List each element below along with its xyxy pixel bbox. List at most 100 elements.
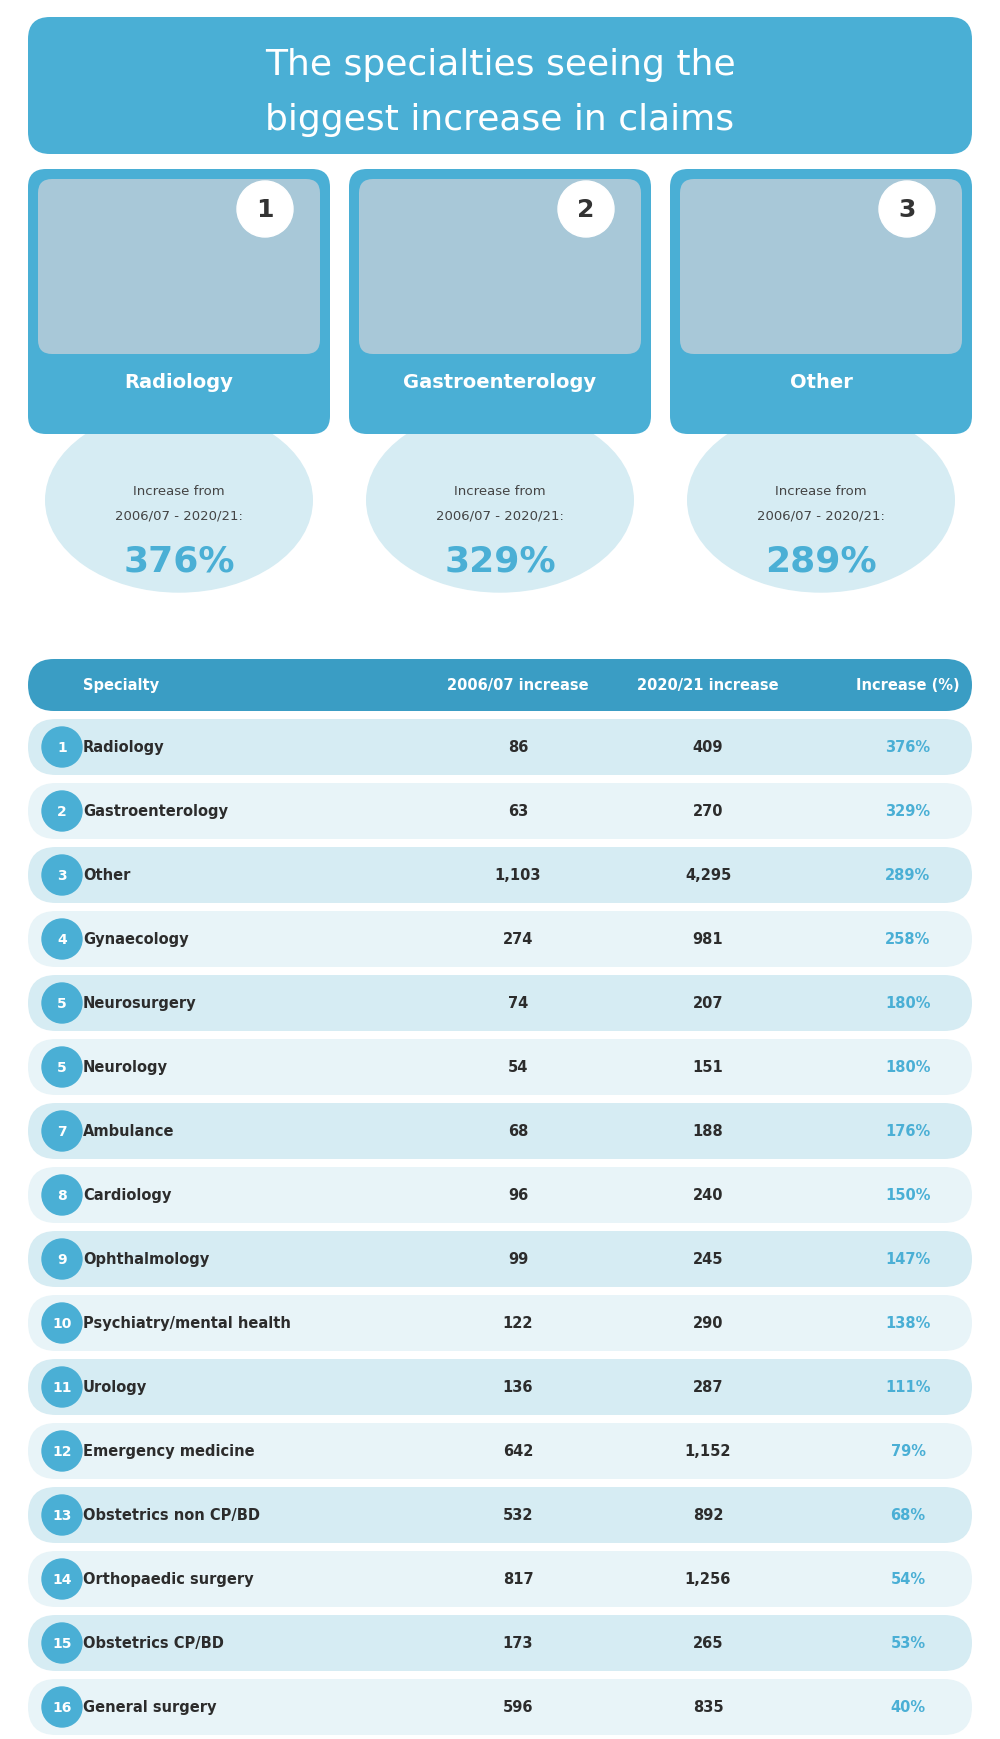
Text: 8: 8 — [57, 1188, 67, 1202]
Text: 54: 54 — [508, 1059, 528, 1075]
Text: 13: 13 — [52, 1508, 72, 1522]
Text: 1,256: 1,256 — [685, 1572, 731, 1586]
Text: 180%: 180% — [885, 1059, 931, 1075]
Text: Gastroenterology: Gastroenterology — [83, 803, 228, 819]
FancyBboxPatch shape — [28, 1360, 972, 1416]
Circle shape — [42, 1111, 82, 1151]
Text: Other: Other — [83, 868, 130, 883]
Text: Orthopaedic surgery: Orthopaedic surgery — [83, 1572, 254, 1586]
Text: 14: 14 — [52, 1572, 72, 1586]
Text: 5: 5 — [57, 1061, 67, 1075]
Text: 265: 265 — [693, 1636, 723, 1650]
Text: 5: 5 — [57, 996, 67, 1010]
Circle shape — [42, 1047, 82, 1087]
Text: 835: 835 — [693, 1699, 723, 1715]
Text: Psychiatry/mental health: Psychiatry/mental health — [83, 1316, 291, 1330]
Text: Gastroenterology: Gastroenterology — [403, 374, 597, 393]
Text: 289%: 289% — [885, 868, 931, 883]
Text: 981: 981 — [693, 932, 723, 948]
Text: 3: 3 — [57, 868, 67, 882]
Text: 136: 136 — [503, 1379, 533, 1395]
Text: 54%: 54% — [890, 1572, 926, 1586]
Text: Obstetrics CP/BD: Obstetrics CP/BD — [83, 1636, 224, 1650]
Ellipse shape — [366, 409, 634, 593]
Text: 892: 892 — [693, 1508, 723, 1523]
Text: biggest increase in claims: biggest increase in claims — [265, 103, 735, 137]
Text: 4: 4 — [57, 932, 67, 946]
FancyBboxPatch shape — [28, 976, 972, 1031]
FancyBboxPatch shape — [28, 1616, 972, 1671]
Circle shape — [42, 1367, 82, 1407]
Text: 79%: 79% — [891, 1443, 926, 1459]
Text: 289%: 289% — [765, 544, 877, 577]
Text: Increase from: Increase from — [454, 485, 546, 497]
Text: 532: 532 — [503, 1508, 533, 1523]
Text: Other: Other — [790, 374, 852, 393]
Circle shape — [42, 1240, 82, 1280]
Text: 180%: 180% — [885, 996, 931, 1010]
Ellipse shape — [45, 409, 313, 593]
FancyBboxPatch shape — [28, 784, 972, 840]
Text: 40%: 40% — [890, 1699, 926, 1715]
Text: Increase from: Increase from — [775, 485, 867, 497]
FancyBboxPatch shape — [349, 170, 651, 435]
Circle shape — [42, 1176, 82, 1216]
Text: Neurosurgery: Neurosurgery — [83, 996, 197, 1010]
FancyBboxPatch shape — [28, 1487, 972, 1542]
Text: 15: 15 — [52, 1636, 72, 1650]
FancyBboxPatch shape — [28, 1423, 972, 1480]
Text: 173: 173 — [503, 1636, 533, 1650]
Text: 12: 12 — [52, 1443, 72, 1459]
FancyBboxPatch shape — [28, 1551, 972, 1607]
Text: 287: 287 — [693, 1379, 723, 1395]
Ellipse shape — [687, 409, 955, 593]
Text: 240: 240 — [693, 1188, 723, 1203]
FancyBboxPatch shape — [28, 170, 330, 435]
Text: 596: 596 — [503, 1699, 533, 1715]
Text: Cardiology: Cardiology — [83, 1188, 171, 1203]
Text: 147%: 147% — [885, 1252, 931, 1266]
FancyBboxPatch shape — [38, 179, 320, 355]
Circle shape — [42, 920, 82, 960]
Text: 258%: 258% — [885, 932, 931, 948]
Text: 96: 96 — [508, 1188, 528, 1203]
Text: 1: 1 — [57, 741, 67, 755]
Text: 2: 2 — [57, 805, 67, 819]
Text: General surgery: General surgery — [83, 1699, 216, 1715]
FancyBboxPatch shape — [28, 1167, 972, 1223]
Text: 1,103: 1,103 — [495, 868, 541, 883]
Text: 11: 11 — [52, 1381, 72, 1395]
Text: 68%: 68% — [890, 1508, 926, 1523]
Circle shape — [42, 727, 82, 767]
Text: 642: 642 — [503, 1443, 533, 1459]
Circle shape — [879, 183, 935, 238]
Text: Increase from: Increase from — [133, 485, 225, 497]
Text: 63: 63 — [508, 803, 528, 819]
Text: Neurology: Neurology — [83, 1059, 168, 1075]
Text: 1: 1 — [256, 198, 274, 223]
Text: 111%: 111% — [885, 1379, 931, 1395]
Text: 2020/21 increase: 2020/21 increase — [637, 678, 779, 694]
Text: 74: 74 — [508, 996, 528, 1010]
Circle shape — [42, 856, 82, 896]
Circle shape — [42, 1496, 82, 1536]
Text: 9: 9 — [57, 1252, 67, 1266]
Text: Emergency medicine: Emergency medicine — [83, 1443, 255, 1459]
Text: 16: 16 — [52, 1701, 72, 1715]
Text: Radiology: Radiology — [83, 741, 165, 755]
Text: 270: 270 — [693, 803, 723, 819]
FancyBboxPatch shape — [28, 847, 972, 904]
Text: 68: 68 — [508, 1123, 528, 1139]
Text: 99: 99 — [508, 1252, 528, 1266]
Text: 138%: 138% — [885, 1316, 931, 1330]
FancyBboxPatch shape — [28, 1040, 972, 1096]
Text: 2006/07 - 2020/21:: 2006/07 - 2020/21: — [115, 510, 243, 522]
FancyBboxPatch shape — [680, 179, 962, 355]
Text: Obstetrics non CP/BD: Obstetrics non CP/BD — [83, 1508, 260, 1523]
Text: 2006/07 - 2020/21:: 2006/07 - 2020/21: — [757, 510, 885, 522]
Text: 2: 2 — [577, 198, 595, 223]
Text: 245: 245 — [693, 1252, 723, 1266]
Text: Radiology: Radiology — [125, 374, 233, 393]
Circle shape — [42, 1431, 82, 1471]
Text: Urology: Urology — [83, 1379, 147, 1395]
